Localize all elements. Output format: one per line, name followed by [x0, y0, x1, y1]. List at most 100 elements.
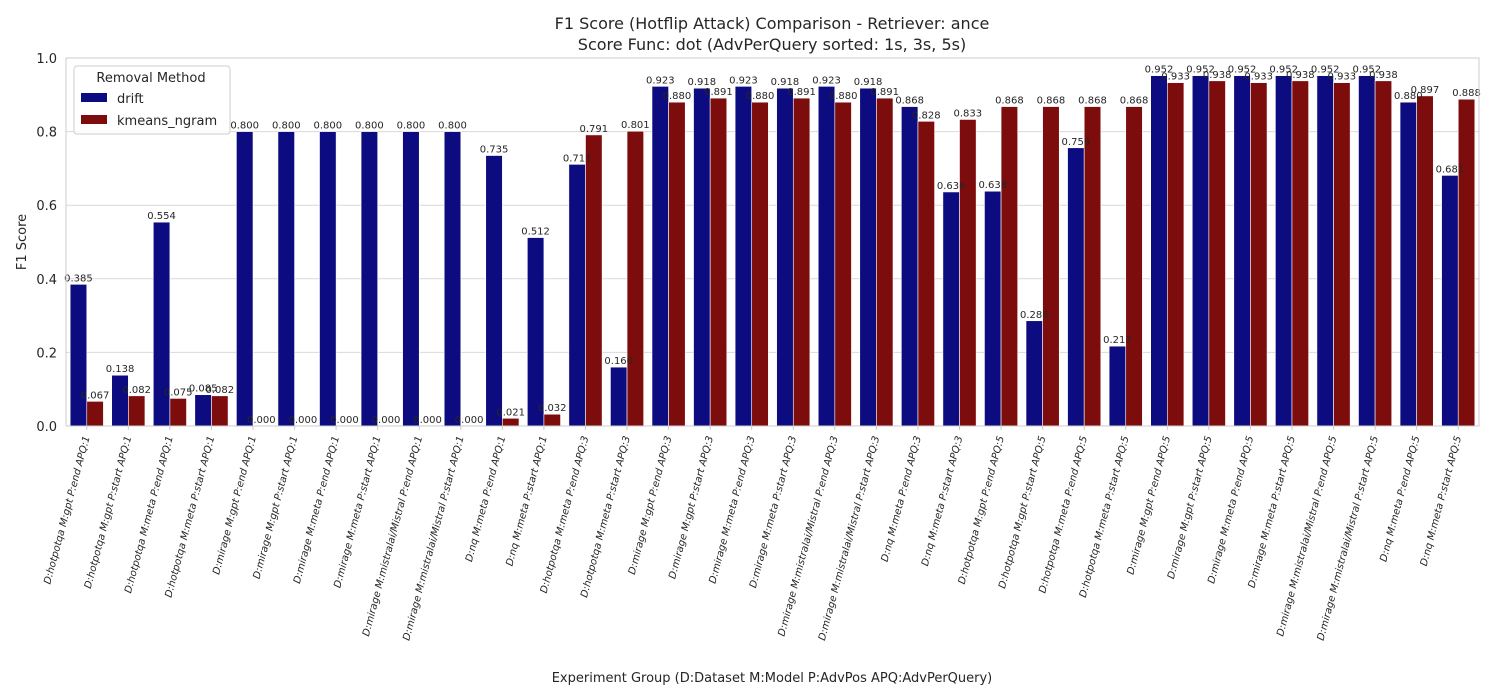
bar-value-label: 0.952 — [1269, 65, 1298, 76]
bar-value-label: 0.801 — [621, 120, 650, 131]
bar-kmeans-ngram — [1374, 80, 1393, 427]
bar-value-label: 0.923 — [646, 75, 675, 86]
legend-box — [73, 65, 231, 135]
bar-drift — [1150, 75, 1168, 427]
bar-value-label: 0.082 — [122, 385, 151, 396]
bar-value-label: 0.933 — [1161, 72, 1190, 83]
bar-kmeans-ngram — [751, 101, 769, 427]
bar-value-label: 0.000 — [455, 415, 484, 426]
bar-kmeans-ngram — [917, 121, 935, 427]
bar-value-label: 0.217 — [1103, 335, 1132, 346]
x-tick-label: D:nq M:meta P:end APQ:1 — [464, 435, 508, 563]
x-tick-label: D:mirage M:meta P:start APQ:1 — [332, 435, 383, 589]
x-tick-label: D:nq M:meta P:start APQ:1 — [504, 435, 549, 567]
legend-swatch-kmeans-ngram — [81, 115, 107, 124]
x-axis-label: Experiment Group (D:Dataset M:Model P:Ad… — [552, 671, 993, 686]
bar-drift — [776, 87, 794, 427]
bar-value-label: 0.800 — [397, 121, 426, 132]
bar-value-label: 0.385 — [64, 273, 93, 284]
bar-kmeans-ngram — [1125, 106, 1143, 427]
bar-value-label: 0.938 — [1203, 70, 1232, 81]
bar-drift — [402, 131, 420, 427]
bar-value-label: 0.923 — [729, 75, 758, 86]
bar-drift — [236, 131, 254, 427]
bar-drift — [319, 131, 337, 427]
x-tick-label: D:hotpotqa M:gpt P:end APQ:1 — [42, 435, 92, 586]
bar-kmeans-ngram — [502, 417, 520, 427]
bar-value-label: 0.952 — [1352, 65, 1381, 76]
bar-drift — [443, 131, 462, 427]
x-tick-label: D:hotpotqa M:meta P:start APQ:1 — [164, 435, 218, 599]
bar-drift — [1275, 75, 1293, 427]
bar-kmeans-ngram — [1333, 82, 1351, 427]
bar-value-label: 0.800 — [272, 121, 301, 132]
bar-value-label: 0.800 — [313, 121, 342, 132]
bar-value-label: 0.032 — [538, 403, 567, 414]
bar-drift — [1025, 320, 1043, 427]
bar-kmeans-ngram — [543, 413, 561, 427]
bar-kmeans-ngram — [1208, 80, 1226, 427]
bar-kmeans-ngram — [128, 395, 146, 427]
bar-value-label: 0.868 — [1037, 96, 1066, 107]
bar-kmeans-ngram — [1250, 82, 1268, 427]
bar-value-label: 0.868 — [995, 96, 1024, 107]
bar-value-label: 0.918 — [771, 77, 800, 88]
bar-drift — [1191, 75, 1210, 427]
bar-kmeans-ngram — [668, 101, 686, 427]
y-tick-labels: 0.0 0.2 0.4 0.6 0.8 1.0 — [36, 52, 57, 435]
bar-kmeans-ngram — [1457, 98, 1476, 427]
legend-label-kmeans-ngram: kmeans_ngram — [117, 114, 217, 129]
y-tick-label: 0.6 — [36, 199, 57, 214]
bar-kmeans-ngram — [959, 119, 977, 427]
bar-value-label: 0.880 — [746, 91, 775, 102]
x-tick-label: D:nq M:meta P:start APQ:3 — [920, 435, 965, 567]
bar-value-label: 0.681 — [1436, 164, 1465, 175]
bar-kmeans-ngram — [1042, 106, 1060, 427]
bar-kmeans-ngram — [1083, 106, 1102, 427]
legend-swatch-drift — [81, 93, 107, 102]
bar-drift — [360, 131, 378, 427]
bar-value-label: 0.952 — [1228, 65, 1257, 76]
chart-title: F1 Score (Hotflip Attack) Comparison - R… — [555, 14, 990, 33]
x-tick-label: D:hotpotqa M:meta P:start APQ:5 — [1078, 435, 1132, 599]
bar-value-label: 0.800 — [355, 121, 384, 132]
plot-frame — [65, 57, 1480, 427]
y-tick-label: 1.0 — [36, 52, 57, 67]
y-tick-label: 0.8 — [36, 126, 57, 141]
bar-drift — [194, 394, 212, 427]
x-tick-label: D:mirage M:gpt P:end APQ:5 — [1126, 435, 1174, 576]
bar-value-label: 0.918 — [688, 77, 717, 88]
x-tick-label: D:hotpotqa M:gpt P:start APQ:5 — [997, 435, 1048, 590]
x-tick-label: D:mirage M:meta P:start APQ:3 — [748, 435, 799, 589]
bar-value-label: 0.923 — [812, 75, 841, 86]
bar-drift — [1358, 75, 1376, 427]
bar-value-label: 0.880 — [1394, 91, 1423, 102]
bar-kmeans-ngram — [709, 97, 728, 427]
bar-kmeans-ngram — [1416, 95, 1434, 427]
x-tick-label: D:hotpotqa M:gpt P:end APQ:5 — [957, 435, 1007, 586]
x-tick-label: D:nq M:meta P:end APQ:5 — [1378, 435, 1422, 563]
bar-value-label: 0.833 — [954, 108, 983, 119]
x-tick-label: D:hotpotqa M:meta P:end APQ:5 — [1037, 435, 1090, 595]
bar-drift — [277, 131, 295, 427]
x-tick-label: D:mirage M:gpt P:start APQ:1 — [252, 435, 301, 580]
bar-drift — [1441, 175, 1459, 427]
bar-value-label: 0.938 — [1286, 70, 1315, 81]
bar-drift — [526, 237, 545, 427]
bar-value-label: 0.800 — [230, 121, 259, 132]
bar-drift — [568, 164, 586, 427]
bar-value-label: 0.756 — [1062, 137, 1091, 148]
bar-value-label: 0.938 — [1369, 70, 1398, 81]
bar-drift — [734, 86, 753, 427]
bar-value-label: 0.891 — [704, 87, 733, 98]
x-tick-label: D:mirage M:gpt P:start APQ:5 — [1166, 435, 1215, 580]
bar-value-label: 0.711 — [563, 153, 592, 164]
bar-value-label: 0.138 — [106, 364, 135, 375]
x-tick-label: D:nq M:meta P:start APQ:5 — [1419, 435, 1464, 567]
bar-drift — [1233, 75, 1251, 427]
bar-value-label: 0.918 — [854, 77, 883, 88]
bar-drift — [1067, 147, 1085, 427]
bar-value-label: 0.160 — [604, 356, 633, 367]
y-tick-label: 0.0 — [36, 420, 57, 435]
bar-value-label: 0.021 — [496, 407, 525, 418]
